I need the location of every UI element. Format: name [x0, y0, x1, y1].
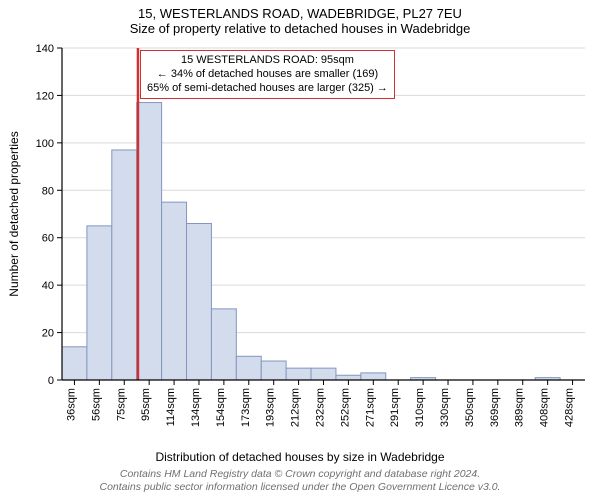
- svg-text:310sqm: 310sqm: [414, 388, 426, 427]
- svg-text:0: 0: [48, 375, 54, 387]
- svg-text:212sqm: 212sqm: [290, 388, 302, 427]
- footer-credits: Contains HM Land Registry data © Crown c…: [0, 468, 600, 493]
- svg-text:252sqm: 252sqm: [339, 388, 351, 427]
- annot-line-1: 15 WESTERLANDS ROAD: 95sqm: [147, 54, 388, 68]
- svg-text:20: 20: [42, 328, 54, 340]
- svg-text:80: 80: [42, 185, 54, 197]
- svg-text:350sqm: 350sqm: [464, 388, 476, 427]
- svg-text:Number of detached properties: Number of detached properties: [7, 131, 21, 296]
- x-axis-label: Distribution of detached houses by size …: [0, 450, 600, 464]
- svg-text:140: 140: [36, 43, 54, 55]
- svg-text:114sqm: 114sqm: [165, 388, 177, 426]
- annot-line-2: ← 34% of detached houses are smaller (16…: [147, 68, 388, 82]
- svg-text:120: 120: [36, 90, 54, 102]
- svg-text:330sqm: 330sqm: [439, 388, 451, 427]
- svg-text:428sqm: 428sqm: [564, 388, 576, 427]
- svg-text:408sqm: 408sqm: [539, 388, 551, 427]
- chart-area: 0 20 40 60 80 100 120 140 36sqm 56sqm 75sqm 95sqm 11…: [0, 38, 600, 448]
- svg-text:369sqm: 369sqm: [489, 388, 501, 427]
- svg-text:60: 60: [42, 233, 54, 245]
- annotation-box: 15 WESTERLANDS ROAD: 95sqm ← 34% of deta…: [140, 50, 395, 99]
- svg-text:389sqm: 389sqm: [514, 388, 526, 427]
- footer-line-1: Contains HM Land Registry data © Crown c…: [0, 468, 600, 481]
- annot-line-3: 65% of semi-detached houses are larger (…: [147, 82, 388, 96]
- footer-line-2: Contains public sector information licen…: [0, 481, 600, 494]
- svg-text:40: 40: [42, 280, 54, 292]
- chart-title: Size of property relative to detached ho…: [0, 21, 600, 38]
- svg-text:134sqm: 134sqm: [190, 388, 202, 427]
- svg-text:36sqm: 36sqm: [65, 388, 77, 421]
- chart-supertitle: 15, WESTERLANDS ROAD, WADEBRIDGE, PL27 7…: [0, 0, 600, 21]
- svg-text:271sqm: 271sqm: [364, 388, 376, 427]
- svg-text:100: 100: [36, 138, 54, 150]
- svg-text:193sqm: 193sqm: [265, 388, 277, 427]
- svg-text:75sqm: 75sqm: [115, 388, 127, 421]
- svg-text:95sqm: 95sqm: [140, 388, 152, 421]
- svg-text:56sqm: 56sqm: [90, 388, 102, 421]
- histogram-svg: 0 20 40 60 80 100 120 140 36sqm 56sqm 75sqm 95sqm 11…: [0, 38, 600, 448]
- svg-text:232sqm: 232sqm: [315, 388, 327, 427]
- svg-text:291sqm: 291sqm: [389, 388, 401, 427]
- svg-text:154sqm: 154sqm: [215, 388, 227, 427]
- svg-text:173sqm: 173sqm: [240, 388, 252, 427]
